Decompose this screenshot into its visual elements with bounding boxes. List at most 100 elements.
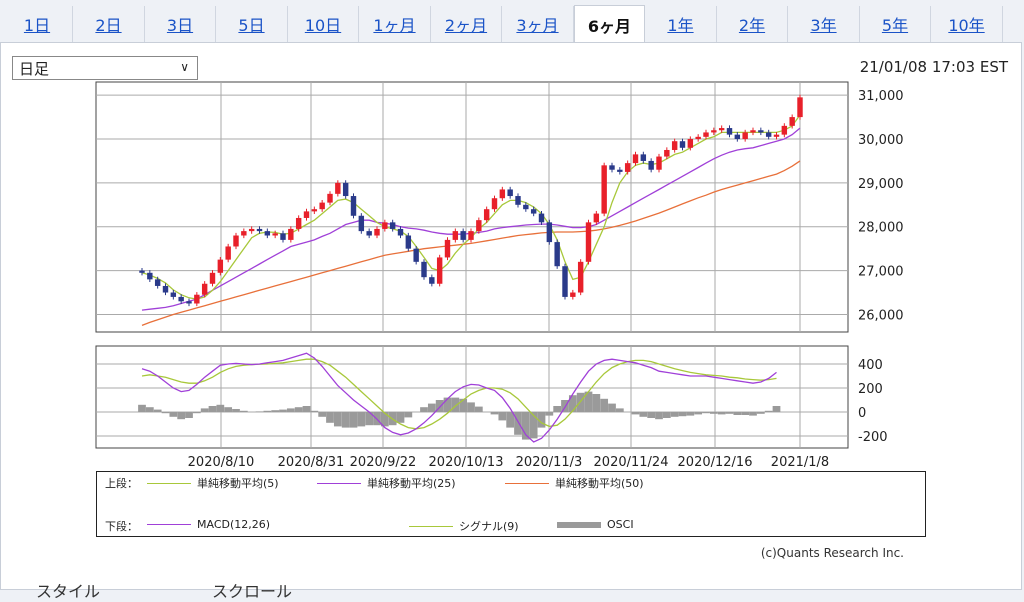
osci-bar [741,412,750,415]
osci-bar [310,410,319,412]
tab-2[interactable]: 3日 [145,6,216,42]
legend: 上段： 単純移動平均(5) 単純移動平均(25) 単純移動平均(50) 下段： … [96,471,926,537]
osci-bar [349,412,358,428]
osci-bar [733,412,742,415]
legend-sma50: 単純移動平均(50) [555,477,644,490]
osci-bar [192,412,201,414]
osci-bar [357,412,366,427]
tab-11[interactable]: 3年 [789,6,860,42]
x-tick-label: 2020/9/22 [350,455,417,470]
candle-body [358,215,365,232]
price-tick-label: 29,000 [858,177,904,192]
osci-bar [145,407,154,412]
candle-body [436,257,443,284]
osci-bar [647,412,656,418]
candle-body [311,209,318,212]
legend-sma25: 単純移動平均(25) [367,477,456,490]
period-select[interactable]: 日足 ∨ [12,56,198,80]
candle-body [491,198,498,210]
candle-body [139,270,145,273]
legend-sma5: 単純移動平均(5) [197,477,279,490]
osci-bar [756,412,765,414]
osci-bar [396,412,405,423]
tab-5[interactable]: 1ヶ月 [360,6,431,42]
osci-bar [717,412,726,415]
candle-body [750,130,756,133]
stock-chart: 31,000 30,000 29,000 28,000 27,000 26,000 400 2… [95,81,904,470]
osci-bar [576,392,585,412]
candle-body [687,139,694,148]
tab-1[interactable]: 2日 [74,6,145,42]
macd-swatch [147,524,191,525]
candle-body [405,235,412,249]
candle-body [695,136,701,140]
osci-bar [318,412,327,417]
price-tick-label: 31,000 [858,89,904,104]
osci-bar [529,412,538,439]
tab-7[interactable]: 3ヶ月 [503,6,574,42]
candle-body [303,211,310,218]
candle-body [421,261,427,278]
macd-line [141,352,777,443]
osci-bar [592,394,601,412]
osci-bar [545,412,554,416]
candle-body [319,202,325,210]
osci-bar [670,412,679,417]
candle-body [609,165,615,170]
candle-body [671,141,678,150]
tab-3[interactable]: 5日 [217,6,288,42]
tab-8[interactable]: 6ヶ月 [574,5,645,43]
candle-body [562,266,568,297]
osci-bar [177,412,186,420]
tab-10[interactable]: 2年 [717,6,788,42]
sma50-swatch [505,482,549,484]
period-select-value: 日足 [19,59,50,78]
candle-body [170,292,177,297]
tab-0[interactable]: 1日 [2,6,73,42]
chevron-down-icon: ∨ [180,60,189,74]
tab-4[interactable]: 10日 [288,6,359,42]
osci-bar [639,412,648,417]
candle-body [335,182,341,194]
osci-bar [584,391,593,412]
candle-body [515,196,521,205]
osci-bar [286,408,295,412]
osci-bar [631,412,640,415]
tab-12[interactable]: 5年 [860,6,931,42]
tab-6[interactable]: 2ヶ月 [431,6,502,42]
osci-bar [749,412,757,416]
price-tick-label: 28,000 [858,221,904,236]
candle-body [366,231,372,236]
candle-body [703,132,709,137]
candle-body [538,213,545,223]
candle-body [186,301,192,304]
osci-bar [662,412,671,418]
x-tick-label: 2020/8/10 [188,455,255,470]
candle-body [554,242,560,267]
osci-bar [200,408,209,412]
macd-tick-label: 200 [858,382,883,397]
price-tick-label: 26,000 [858,308,904,323]
candle-body [593,213,600,223]
osci-bar [600,398,609,412]
candle-body [342,182,349,197]
legend-upper-label: 上段： [105,477,138,490]
candle-body [350,196,357,216]
candle-body [382,222,388,229]
macd-tick-label: 400 [858,358,883,373]
candle-body [225,246,231,260]
price-tick-label: 27,000 [858,265,904,280]
osci-bar [772,406,781,412]
candle-body [374,228,380,236]
tab-13[interactable]: 10年 [932,6,1003,42]
candle-body [601,165,607,214]
tab-9[interactable]: 1年 [646,6,717,42]
osci-bar [686,412,695,416]
osci-bar [365,412,374,426]
candle-body [679,141,686,148]
osci-bar [467,402,475,412]
candle-body [570,292,576,297]
osci-bar [490,412,499,415]
osci-bar [427,403,436,412]
osci-bar [239,410,248,412]
